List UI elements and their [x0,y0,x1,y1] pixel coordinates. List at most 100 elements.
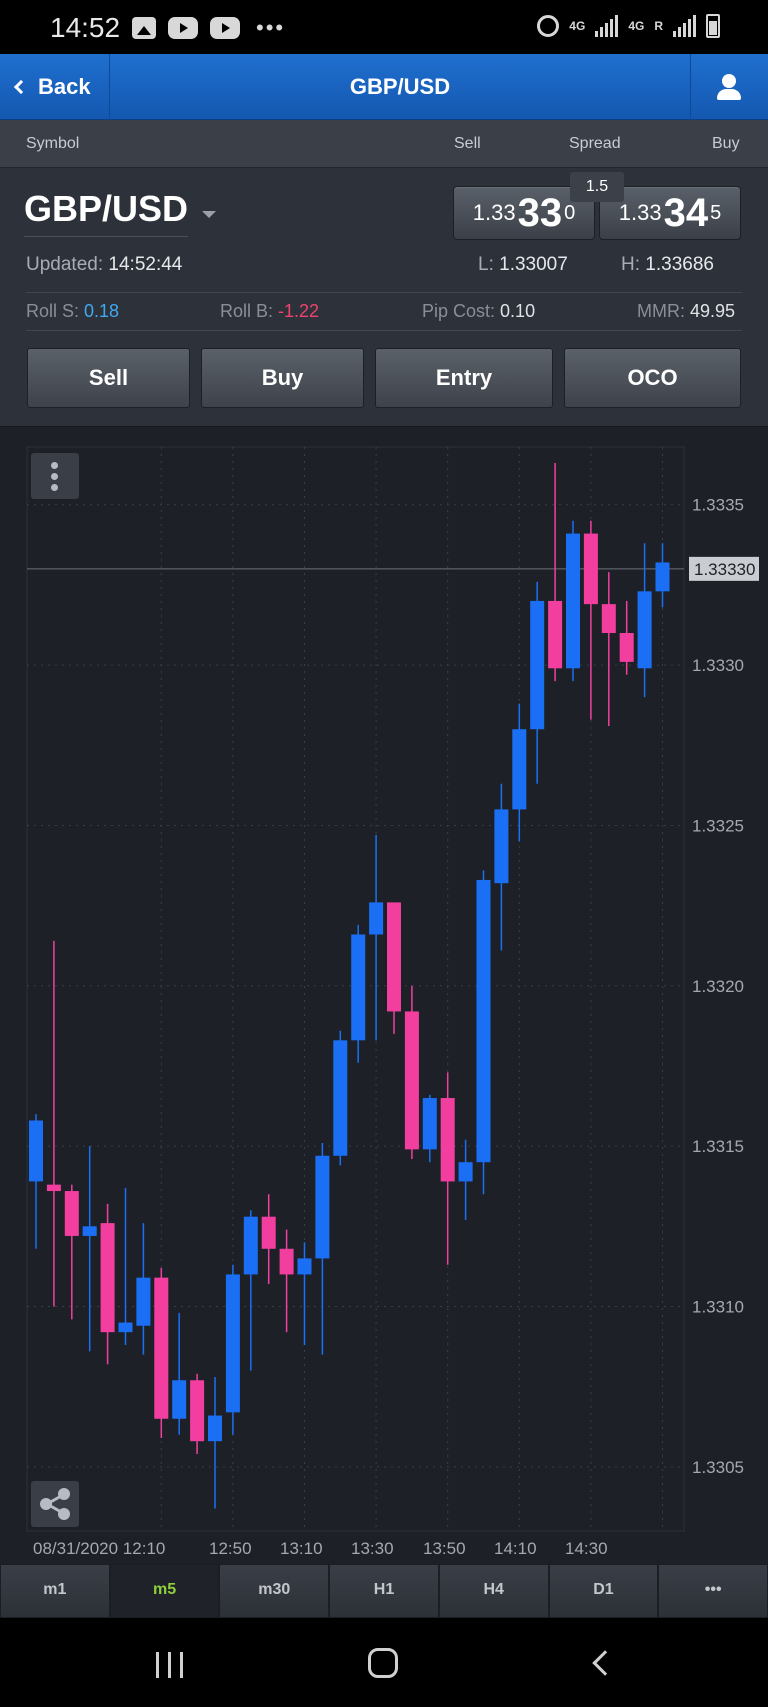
y-axis-label: 1.3310 [692,1298,744,1317]
divider [26,292,742,293]
column-buy: Buy [712,135,740,152]
buy-price-prefix: 1.33 [618,200,662,225]
column-spread: Spread [569,135,621,152]
candle [369,902,384,935]
candle [655,562,670,592]
candle [333,1040,348,1156]
low-value: 1.33007 [499,254,568,275]
sell-button[interactable]: Sell [27,348,190,408]
candle [387,902,401,1012]
nav-bar: Back GBP/USD [0,54,768,120]
spread-badge: 1.5 [570,172,624,202]
share-icon [40,1488,70,1520]
candle [82,1226,97,1236]
candle [548,600,563,669]
candlestick-chart[interactable]: 1.3335 1.3330 1.3325 1.3320 1.3315 1.3310 1.33… [0,427,768,1565]
low-price: L: 1.33007 [478,254,568,276]
divider [26,330,742,331]
y-axis-label: 1.3330 [692,656,744,675]
timeframe-d1[interactable]: D1 [548,1564,659,1618]
plot-frame [26,446,685,1532]
home-icon[interactable] [368,1648,398,1678]
timeframe-h1[interactable]: H1 [329,1564,439,1618]
status-bar: 14:52 ••• 4G 4G R [0,0,768,54]
candle [297,1258,312,1275]
column-sell: Sell [454,135,481,152]
symbol-selector[interactable]: GBP/USD [24,188,189,237]
caret-down-icon[interactable] [202,211,216,218]
candle [530,600,545,730]
candle [601,604,616,634]
current-price-badge [689,556,759,581]
y-axis-label: 1.3335 [692,496,744,515]
quote-column-headers: Symbol Sell Spread Buy [0,120,768,168]
oco-button[interactable]: OCO [564,348,741,408]
timeframe-m5[interactable]: m5 [109,1564,220,1618]
youtube-icon [168,17,198,39]
candle [46,1184,61,1192]
buy-price-fraction: 5 [710,201,722,224]
back-label: Back [38,74,91,99]
y-axis-label: 1.3315 [692,1137,744,1156]
network-type-label-2: 4G [628,19,645,33]
y-axis-label: 1.3325 [692,816,744,835]
system-icons: 4G 4G R [537,14,720,38]
buy-price-button[interactable]: 1.33 34 5 [599,186,741,240]
candle [208,1415,222,1442]
signal-roaming-icon [673,15,696,37]
y-axis-label: 1.3320 [692,977,744,996]
sell-price-fraction: 0 [564,201,576,224]
x-axis-label: 14:10 [494,1539,537,1558]
candle [136,1277,151,1326]
candle [29,1120,43,1182]
share-button[interactable] [31,1481,79,1527]
y-axis-label: 1.3305 [692,1458,744,1477]
price-chart[interactable]: 1.3335 1.3330 1.3325 1.3320 1.3315 1.3310 1.33… [0,426,768,1564]
candle [619,633,634,662]
entry-button[interactable]: Entry [375,348,553,408]
back-nav-icon[interactable] [592,1650,618,1676]
candle [279,1248,294,1275]
candle [494,809,509,884]
timeframe-h4[interactable]: H4 [438,1564,549,1618]
x-axis-label: 12:50 [209,1539,252,1558]
user-icon [722,74,736,88]
sell-price-prefix: 1.33 [472,200,516,225]
candle [566,533,580,669]
more-timeframes-button[interactable]: ••• [658,1564,768,1618]
roll-b: Roll B: -1.22 [220,301,320,321]
candle [261,1216,276,1249]
mmr: MMR: 49.95 [637,301,736,321]
roll-s: Roll S: 0.18 [26,301,120,321]
user-button[interactable] [690,54,768,120]
buy-price-pips: 34 [663,190,709,235]
chart-menu-button[interactable] [31,453,79,499]
alarm-icon [537,15,560,37]
low-label: L: [478,254,494,275]
candle [512,729,527,810]
recent-apps-icon[interactable] [156,1652,184,1678]
back-button[interactable]: Back [0,54,110,120]
signal-icon [595,15,619,37]
candle [225,1274,240,1413]
sell-price-pips: 33 [517,190,563,235]
high-price: H: 1.33686 [621,254,714,276]
candle [351,934,366,1041]
candle [118,1322,133,1333]
candle [154,1277,169,1419]
quote-panel: GBP/USD 1.5 1.33 33 0 1.33 34 5 Updated:… [0,168,768,426]
timeframe-m1[interactable]: m1 [0,1564,110,1618]
column-symbol: Symbol [26,135,80,152]
candle [422,1098,437,1150]
timeframe-m30[interactable]: m30 [219,1564,330,1618]
image-icon [132,17,156,39]
buy-button[interactable]: Buy [201,348,364,408]
candle [404,1011,419,1150]
more-dots-icon: ••• [256,15,286,40]
candle [637,591,652,669]
x-axis-label: 14:30 [565,1539,608,1558]
notification-icons: ••• [132,15,285,41]
candle [476,879,491,1163]
current-price-label: 1.33330 [694,560,755,579]
high-value: 1.33686 [645,254,714,275]
